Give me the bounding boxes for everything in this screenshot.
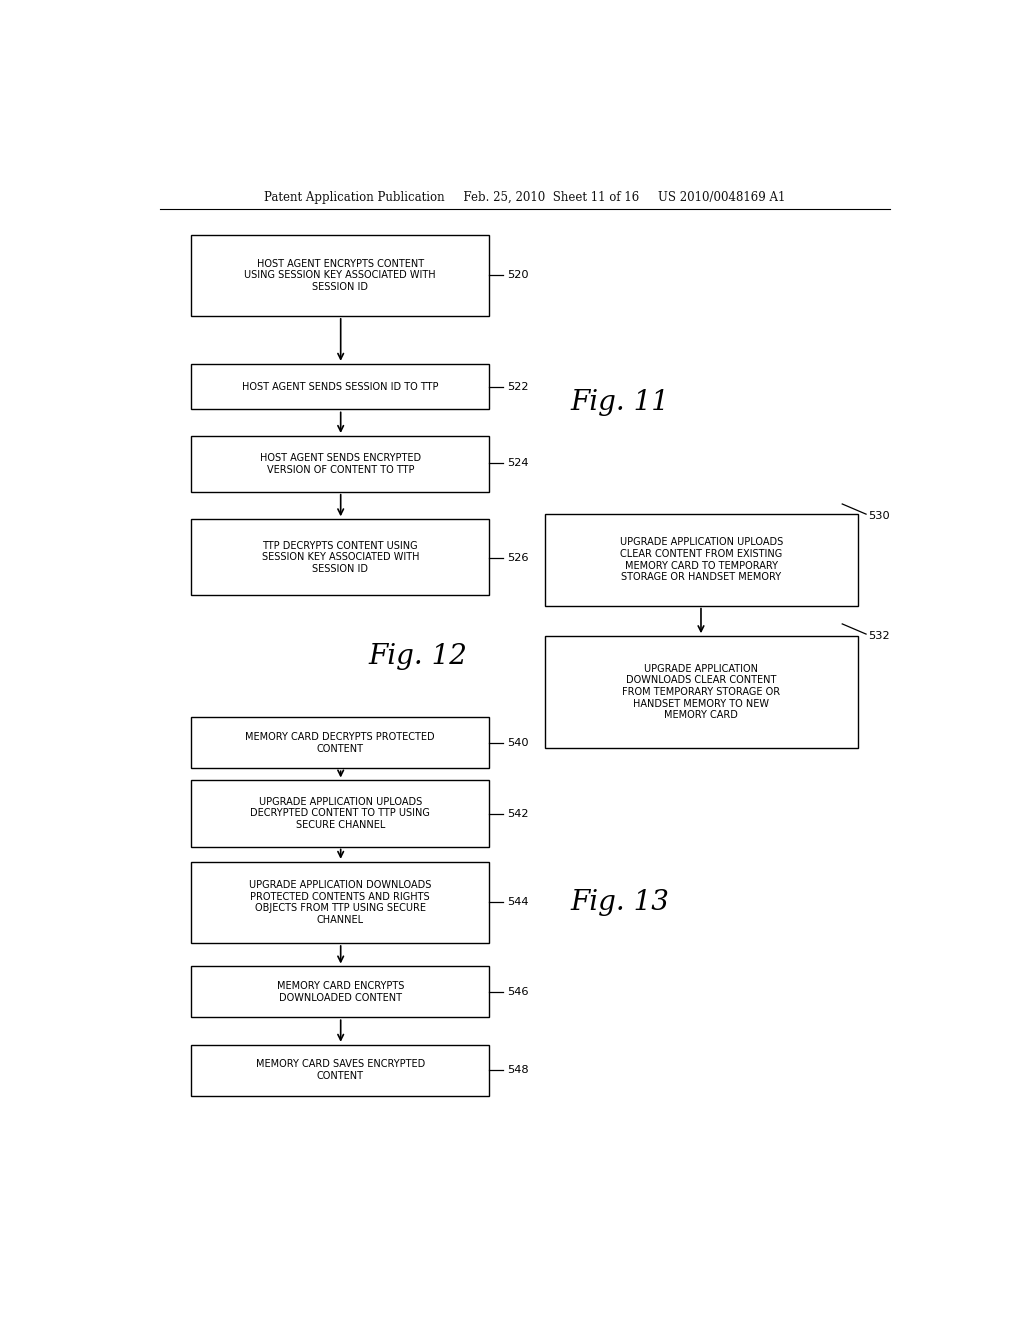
Text: 524: 524 [507, 458, 528, 469]
Bar [191, 780, 489, 846]
Bar [191, 364, 489, 409]
Text: HOST AGENT SENDS SESSION ID TO TTP: HOST AGENT SENDS SESSION ID TO TTP [242, 381, 438, 392]
Text: TTP DECRYPTS CONTENT USING
SESSION KEY ASSOCIATED WITH
SESSION ID: TTP DECRYPTS CONTENT USING SESSION KEY A… [261, 541, 419, 574]
Text: 522: 522 [507, 381, 528, 392]
Bar [191, 519, 489, 595]
Text: Patent Application Publication     Feb. 25, 2010  Sheet 11 of 16     US 2010/004: Patent Application Publication Feb. 25, … [264, 190, 785, 203]
Text: 520: 520 [507, 271, 529, 280]
Text: 546: 546 [507, 987, 528, 997]
Bar [191, 235, 489, 315]
Text: 532: 532 [867, 631, 889, 642]
Bar [191, 862, 489, 942]
Text: MEMORY CARD DECRYPTS PROTECTED
CONTENT: MEMORY CARD DECRYPTS PROTECTED CONTENT [246, 733, 435, 754]
Text: Fig. 12: Fig. 12 [369, 643, 467, 671]
Text: UPGRADE APPLICATION UPLOADS
DECRYPTED CONTENT TO TTP USING
SECURE CHANNEL: UPGRADE APPLICATION UPLOADS DECRYPTED CO… [250, 797, 430, 830]
Text: UPGRADE APPLICATION DOWNLOADS
PROTECTED CONTENTS AND RIGHTS
OBJECTS FROM TTP USI: UPGRADE APPLICATION DOWNLOADS PROTECTED … [249, 880, 431, 925]
Text: 542: 542 [507, 809, 528, 818]
Text: HOST AGENT ENCRYPTS CONTENT
USING SESSION KEY ASSOCIATED WITH
SESSION ID: HOST AGENT ENCRYPTS CONTENT USING SESSIO… [245, 259, 436, 292]
Text: UPGRADE APPLICATION
DOWNLOADS CLEAR CONTENT
FROM TEMPORARY STORAGE OR
HANDSET ME: UPGRADE APPLICATION DOWNLOADS CLEAR CONT… [623, 664, 780, 721]
Bar [191, 966, 489, 1018]
Text: 526: 526 [507, 553, 528, 562]
Bar [191, 718, 489, 768]
Text: 530: 530 [867, 511, 890, 521]
Text: 540: 540 [507, 738, 529, 748]
Bar [191, 436, 489, 492]
Bar [545, 513, 858, 606]
Text: 548: 548 [507, 1065, 529, 1074]
Bar [545, 636, 858, 748]
Text: Fig. 13: Fig. 13 [570, 888, 670, 916]
Bar [191, 1044, 489, 1096]
Text: UPGRADE APPLICATION UPLOADS
CLEAR CONTENT FROM EXISTING
MEMORY CARD TO TEMPORARY: UPGRADE APPLICATION UPLOADS CLEAR CONTEN… [620, 537, 783, 582]
Text: MEMORY CARD SAVES ENCRYPTED
CONTENT: MEMORY CARD SAVES ENCRYPTED CONTENT [256, 1060, 425, 1081]
Text: HOST AGENT SENDS ENCRYPTED
VERSION OF CONTENT TO TTP: HOST AGENT SENDS ENCRYPTED VERSION OF CO… [260, 453, 421, 475]
Text: Fig. 11: Fig. 11 [570, 389, 670, 416]
Text: MEMORY CARD ENCRYPTS
DOWNLOADED CONTENT: MEMORY CARD ENCRYPTS DOWNLOADED CONTENT [276, 981, 404, 1003]
Text: 544: 544 [507, 898, 528, 907]
